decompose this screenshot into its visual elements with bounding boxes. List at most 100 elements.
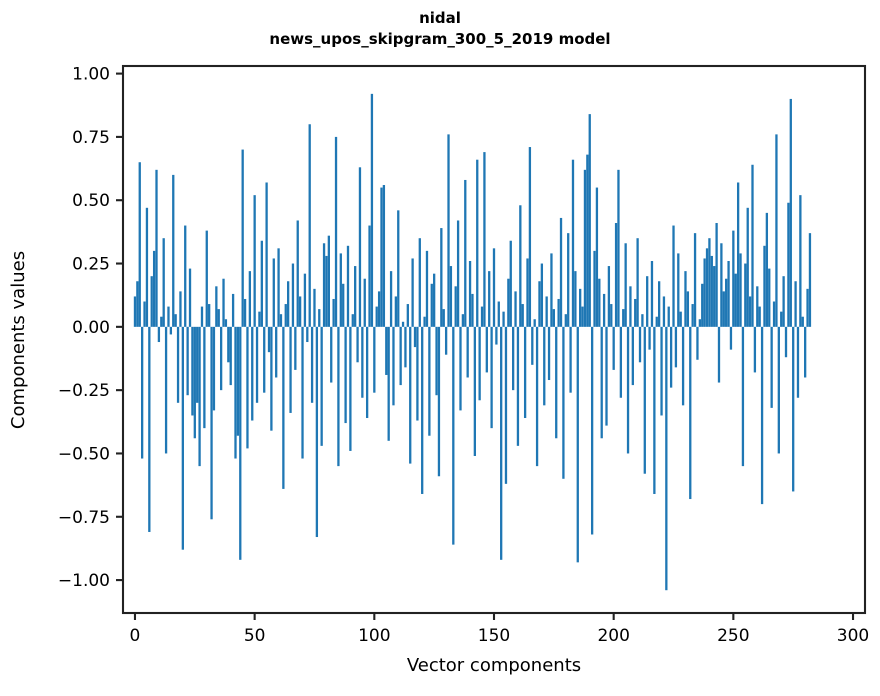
bar — [509, 240, 512, 327]
bar — [708, 238, 711, 327]
bar — [521, 304, 524, 327]
bar — [365, 326, 369, 419]
bar — [193, 326, 196, 439]
bar — [576, 326, 579, 563]
bar — [667, 306, 670, 327]
bar — [205, 230, 208, 327]
bar — [191, 326, 194, 416]
bar — [555, 326, 558, 439]
bar — [658, 281, 661, 327]
bar — [610, 304, 613, 327]
bar — [696, 326, 699, 360]
y-tick-label: −0.75 — [58, 508, 110, 528]
bar — [806, 288, 809, 327]
bar — [571, 159, 575, 327]
bar — [377, 291, 381, 327]
bar — [287, 281, 290, 327]
bar — [751, 164, 754, 327]
bar — [547, 326, 551, 381]
bar — [523, 326, 527, 419]
bar — [428, 326, 431, 436]
bar — [528, 147, 532, 327]
bar — [253, 195, 256, 327]
bar — [595, 187, 599, 327]
y-tick-label: 0.50 — [72, 191, 110, 211]
bar — [310, 326, 314, 403]
bar — [406, 304, 409, 327]
bar — [303, 273, 307, 327]
bar — [425, 250, 429, 327]
bar — [421, 326, 424, 494]
bar — [763, 245, 766, 327]
bar — [574, 271, 577, 327]
bar — [260, 240, 263, 327]
bar — [629, 286, 632, 327]
bar — [758, 306, 761, 327]
bar — [557, 298, 560, 327]
bar — [789, 98, 792, 327]
x-tick-labels: 0 50 100 150 200 250 300 — [130, 626, 870, 646]
bar — [753, 326, 757, 373]
bar — [722, 291, 725, 327]
bar — [775, 134, 778, 327]
bar — [138, 162, 141, 327]
bar — [251, 326, 254, 421]
bar — [248, 271, 252, 327]
bar — [222, 278, 225, 327]
bar — [741, 326, 745, 467]
bar — [787, 202, 790, 327]
bar — [246, 326, 249, 449]
bar — [344, 326, 347, 424]
bar — [638, 326, 642, 363]
bar — [471, 293, 474, 327]
bar-series — [133, 93, 812, 591]
bar — [710, 255, 713, 327]
bar — [689, 326, 692, 500]
bar — [772, 301, 776, 327]
bar — [418, 238, 421, 327]
bar — [258, 311, 261, 327]
bar — [435, 326, 438, 396]
bar — [356, 326, 359, 363]
bar — [660, 326, 663, 416]
bar — [239, 326, 242, 560]
bar — [313, 288, 316, 327]
bar — [186, 326, 189, 396]
bar — [162, 238, 165, 327]
bar — [176, 326, 180, 403]
bar — [586, 154, 589, 327]
bar — [617, 169, 620, 327]
bar — [600, 326, 603, 439]
bar — [808, 233, 812, 327]
bar — [459, 326, 462, 411]
bar — [715, 223, 718, 327]
bar — [215, 286, 218, 327]
bar — [263, 326, 266, 393]
bar — [327, 235, 330, 327]
y-tick-label: −1.00 — [58, 571, 110, 591]
bar — [361, 326, 364, 398]
bar — [765, 212, 769, 327]
bar — [784, 326, 788, 358]
bar — [282, 326, 285, 489]
bar — [681, 326, 685, 406]
bar — [626, 326, 630, 454]
bar — [203, 326, 206, 429]
bar — [181, 326, 184, 550]
bar — [507, 278, 510, 327]
bar — [196, 326, 199, 403]
bar — [526, 258, 529, 327]
bar — [665, 326, 668, 591]
bar — [669, 326, 673, 388]
x-tick-label: 50 — [244, 626, 266, 646]
bar — [172, 174, 175, 327]
bar — [430, 283, 433, 327]
bar — [224, 319, 228, 327]
bar — [315, 326, 319, 538]
bar — [227, 326, 230, 363]
bar — [725, 278, 728, 327]
bar — [337, 326, 340, 467]
bar — [349, 326, 352, 451]
bar — [373, 326, 376, 393]
